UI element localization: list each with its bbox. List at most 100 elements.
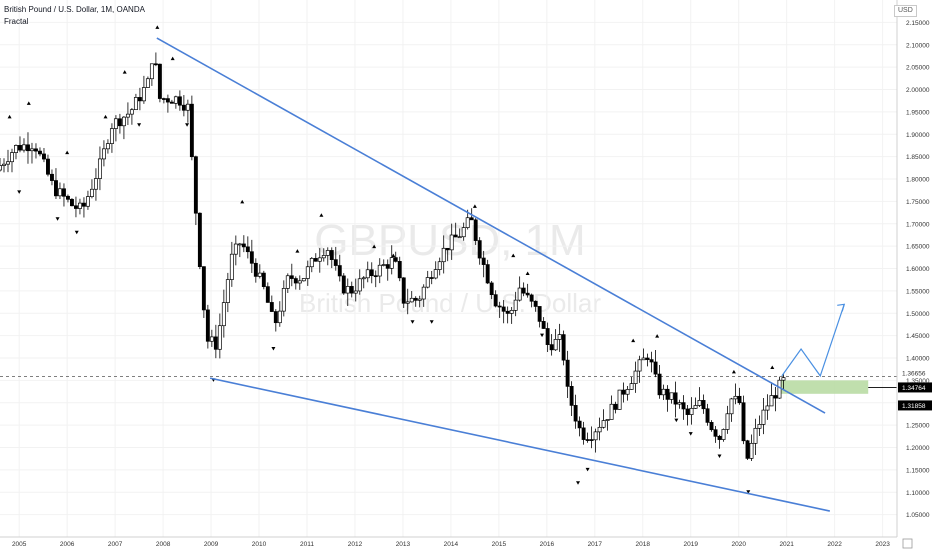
candle-body <box>681 402 686 410</box>
candle-body <box>81 202 86 207</box>
candle-body <box>173 96 178 104</box>
price-tick-label: 1.15000 <box>906 467 930 474</box>
candle-body <box>473 219 478 241</box>
candle-body <box>721 429 726 440</box>
time-axis[interactable]: 2005 2006 2007 2008 2009 2010 2011 2012 2013 2014… <box>0 536 913 549</box>
candle-body <box>229 253 234 280</box>
candle-body <box>73 205 78 209</box>
candle-body <box>201 266 206 311</box>
candle-body <box>729 398 734 415</box>
candle-body <box>341 275 346 294</box>
fractal-down-marker <box>674 418 679 423</box>
candle-body <box>225 279 230 303</box>
candle-body <box>189 103 194 158</box>
candle-body <box>653 361 658 375</box>
candle-body <box>405 301 410 304</box>
candle-body <box>425 277 430 288</box>
candle-body <box>325 250 330 256</box>
price-tick-label: 1.70000 <box>906 221 930 228</box>
candle-body <box>185 103 190 111</box>
candle-body <box>62 188 66 197</box>
fractal-up-marker <box>391 253 396 258</box>
time-tick-label: 2019 <box>684 541 699 548</box>
candle-body <box>757 424 762 429</box>
candle-body <box>685 408 690 415</box>
candle-body <box>153 63 158 66</box>
candle-body <box>485 264 490 284</box>
price-tick-label: 2.10000 <box>906 42 930 49</box>
price-tick-label: 1.40000 <box>906 356 930 363</box>
candle-body <box>161 98 166 100</box>
candle-body <box>321 255 326 259</box>
currency-badge[interactable]: USD <box>894 5 917 17</box>
candle-body <box>517 287 522 301</box>
time-tick-label: 2022 <box>827 541 842 548</box>
fractal-up-marker <box>7 114 12 119</box>
candle-body <box>46 158 50 175</box>
symbol-title[interactable]: British Pound / U.S. Dollar, 1M, OANDA <box>4 5 145 14</box>
candle-body <box>281 288 286 312</box>
candle-body <box>261 272 266 287</box>
candle-body <box>361 277 366 280</box>
candle-body <box>453 234 458 238</box>
candle-body <box>121 116 126 127</box>
candle-body <box>349 286 354 294</box>
level-label-1: 1.36656 <box>902 370 926 377</box>
candle-body <box>509 310 514 314</box>
candle-body <box>241 243 246 248</box>
candle-body <box>58 188 62 197</box>
candle-body <box>205 309 210 342</box>
candle-body <box>525 292 530 296</box>
candle-body <box>70 198 74 207</box>
fractal-down-marker <box>746 490 751 494</box>
candle-body <box>673 392 678 405</box>
fractal-up-marker <box>122 70 127 74</box>
candle-body <box>465 217 470 228</box>
projection-path <box>781 304 845 378</box>
candle-body <box>561 334 566 361</box>
fractal-up-marker <box>170 56 175 61</box>
level-label-1-bg <box>898 367 932 378</box>
candle-body <box>533 300 538 307</box>
candle-body <box>42 153 46 160</box>
candlestick-series <box>0 52 786 461</box>
candle-body <box>661 388 666 396</box>
candle-body <box>393 257 398 262</box>
time-tick-label: 2014 <box>444 541 459 548</box>
candle-body <box>337 265 342 277</box>
candle-body <box>597 426 602 433</box>
price-tick-label: 1.35000 <box>906 378 930 385</box>
time-tick-label: 2015 <box>492 541 507 548</box>
candle-body <box>441 247 446 263</box>
candle-body <box>497 305 502 308</box>
candle-body <box>753 427 758 444</box>
candle-body <box>34 148 38 152</box>
trendline-lower <box>209 377 831 512</box>
candle-body <box>365 269 370 279</box>
price-axis[interactable]: 2.15000 2.10000 2.05000 2.00000 1.95000 1.900… <box>896 0 932 537</box>
candle-body <box>549 344 554 351</box>
candle-body <box>605 419 610 421</box>
fractal-up-marker <box>631 338 636 343</box>
fractal-up-marker <box>103 114 108 119</box>
fractal-up-marker <box>240 199 245 204</box>
candle-body <box>85 196 90 207</box>
candle-body <box>773 395 778 399</box>
grid <box>0 0 897 537</box>
fractal-down-marker <box>185 123 190 127</box>
candle-body <box>565 359 570 387</box>
candle-body <box>601 420 606 428</box>
candle-body <box>385 264 390 269</box>
time-tick-label: 2023 <box>875 541 890 548</box>
candle-body <box>769 395 774 407</box>
candle-body <box>97 158 102 179</box>
candle-body <box>417 298 422 301</box>
candle-body <box>113 118 118 129</box>
indicator-label[interactable]: Fractal <box>4 17 29 26</box>
candle-body <box>449 234 454 251</box>
candle-body <box>733 395 738 400</box>
level-label-2-bg <box>898 400 932 411</box>
candle-body <box>38 150 42 155</box>
candle-body <box>437 261 442 270</box>
